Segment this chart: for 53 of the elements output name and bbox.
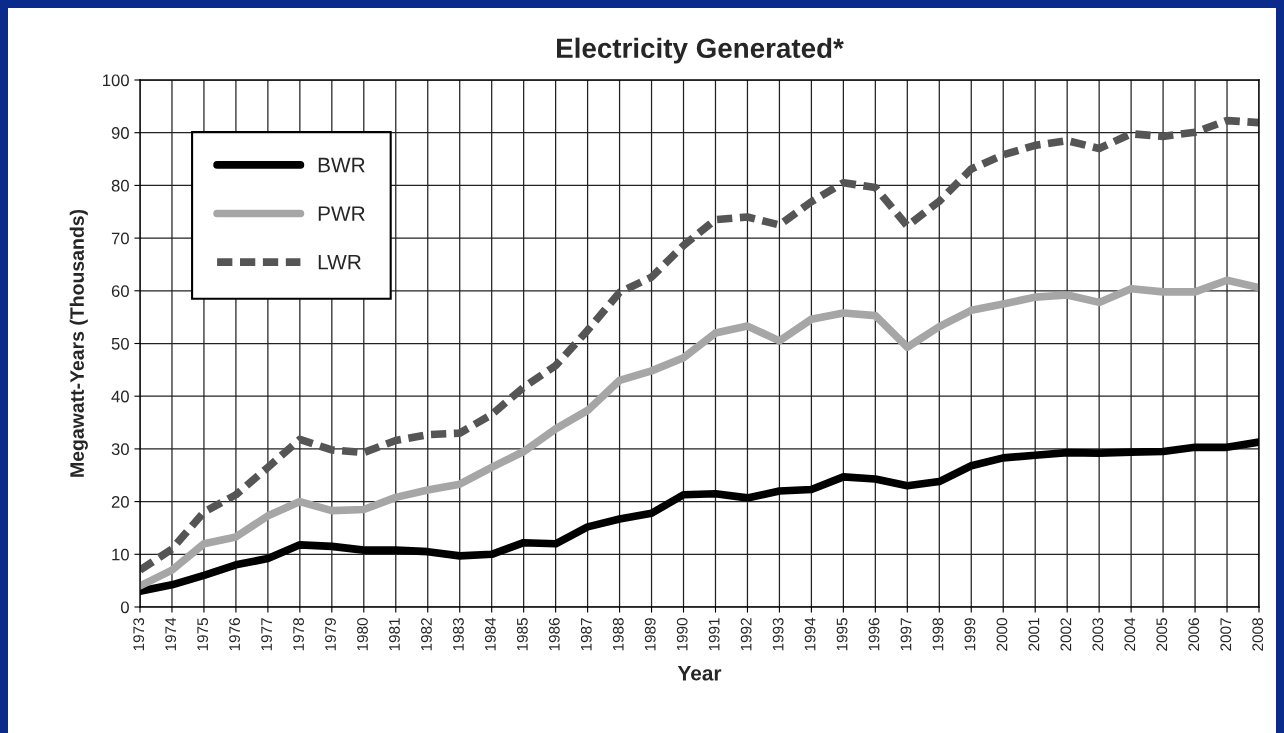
x-tick-label: 1990 [676,618,688,651]
x-tick-label: 1989 [644,618,656,651]
x-tick-label: 1991 [708,618,720,651]
y-tick-label: 0 [120,601,129,614]
x-tick-label: 1996 [868,618,880,651]
y-axis-title: Megawatt-Years (Thousands) [69,209,88,477]
legend-label: LWR [318,255,361,270]
x-tick-label: 1997 [900,618,912,651]
x-tick-label: 1994 [804,617,816,651]
y-tick-label: 60 [111,285,129,297]
x-tick-label: 2004 [1124,617,1136,651]
x-tick-label: 1977 [261,618,272,651]
x-tick-label: 2006 [1188,618,1200,651]
x-tick-label: 1986 [548,618,560,651]
y-tick-label: 40 [111,390,129,403]
x-tick-label: 1981 [389,618,400,651]
x-tick-label: 2007 [1220,618,1232,651]
chart-title: Electricity Generated* [557,37,844,64]
x-tick-label: 1982 [421,618,432,651]
x-tick-label: 1974 [165,617,177,651]
y-tick-label: 10 [112,548,129,561]
legend-label: PWR [318,206,365,221]
x-tick-label: 2005 [1156,618,1168,651]
x-tick-label: 1993 [772,618,784,651]
x-axis-title: Year [677,666,722,681]
y-tick-label: 20 [111,496,129,508]
x-tick-label: 1980 [357,618,368,651]
x-tick-label: 1995 [836,618,848,651]
x-tick-label: 1983 [453,618,464,651]
x-tick-label: 2002 [1060,618,1072,651]
x-tick-label: 1984 [484,617,496,651]
x-tick-label: 1973 [133,618,145,651]
x-tick-label: 2000 [996,618,1008,651]
x-tick-label: 1975 [197,618,209,651]
y-tick-label: 90 [111,127,129,139]
x-tick-label: 1976 [229,618,241,651]
x-tick-label: 2003 [1092,618,1104,651]
x-tick-label: 1985 [516,618,528,651]
x-tick-label: 1987 [580,618,592,651]
y-tick-label: 70 [111,232,129,245]
y-tick-label: 50 [111,337,129,350]
x-tick-label: 1992 [740,618,752,651]
x-tick-label: 1978 [293,618,304,651]
y-tick-label: 80 [111,179,129,192]
y-tick-label: 100 [103,74,129,87]
x-tick-label: 1988 [612,618,624,651]
x-tick-label: 2008 [1252,618,1264,651]
x-tick-label: 1998 [932,618,944,651]
x-tick-label: 2001 [1028,618,1040,651]
x-tick-label: 1999 [964,618,976,651]
legend-label: BWR [318,157,365,173]
x-tick-label: 1979 [325,618,336,651]
y-tick-label: 30 [111,443,129,456]
